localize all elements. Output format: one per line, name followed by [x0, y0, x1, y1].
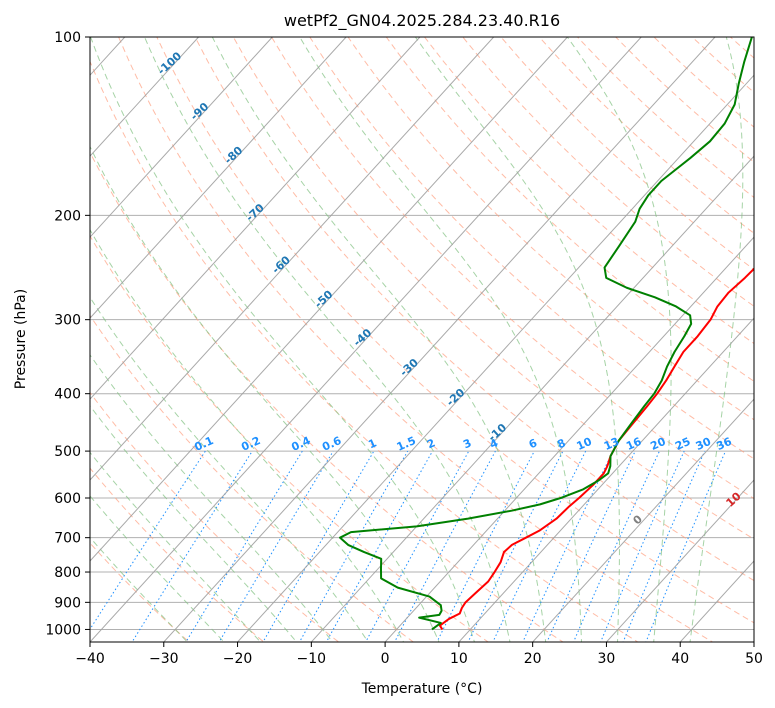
mixing-ratio-label: 20: [648, 435, 668, 453]
moist-adiabat: [90, 354, 334, 642]
mixing-ratio-line: [218, 450, 334, 642]
mixing-ratio-label: 13: [602, 435, 621, 453]
x-axis-title: Temperature (°C): [361, 681, 483, 697]
dry-adiabat: [424, 37, 754, 345]
mixing-ratio-label: 16: [624, 435, 644, 453]
y-tick-label: 300: [54, 313, 81, 329]
mixing-ratio-label: 25: [673, 435, 692, 453]
plot-frame: [89, 36, 755, 643]
x-tick-label: 30: [598, 651, 616, 667]
isotherm: [90, 37, 199, 157]
profile-lines: [338, 37, 754, 631]
dry-adiabat: [90, 542, 190, 642]
mixing-ratio-line: [394, 450, 496, 642]
dry-adiabat: [769, 37, 775, 654]
dry-adiabat: [194, 37, 754, 582]
dry-adiabat: [90, 391, 340, 642]
y-tick-label: 700: [54, 531, 81, 547]
x-tick-label: −10: [297, 651, 327, 667]
moist-adiabat: [566, 37, 672, 642]
x-tick-label: −30: [149, 651, 179, 667]
isotherm: [90, 37, 347, 319]
moist-adiabat: [689, 37, 744, 642]
moist-adiabat: [90, 451, 262, 642]
dry-adiabat: [90, 234, 490, 642]
y-tick-label: 500: [54, 444, 81, 460]
isotherm: [90, 37, 568, 562]
moist-adiabat: [211, 37, 547, 642]
mixing-ratio-label: 30: [694, 435, 714, 453]
dry-adiabat: [232, 37, 754, 540]
isotherm: [384, 236, 754, 642]
y-tick-label: 200: [54, 208, 81, 224]
mixing-ratio-line: [262, 450, 375, 642]
moist-adiabat: [90, 495, 225, 642]
isotherm: [90, 37, 642, 642]
isotherm: [310, 155, 754, 642]
x-tick-label: 20: [524, 651, 542, 667]
dry-adiabat: [90, 60, 639, 642]
isotherm: [605, 479, 754, 642]
isotherm: [90, 37, 495, 481]
mixing-ratio-line: [622, 450, 706, 642]
isotherm: [458, 317, 754, 642]
chart-title: wetPf2_GN04.2025.284.23.40.R16: [284, 11, 560, 31]
axis-ticks: −40 −30 −20 −10 0 10 20 30 40 50 100 200 300 400 500 60…: [45, 30, 763, 667]
mixing-ratio-label: 36: [714, 435, 734, 453]
x-tick-label: −40: [75, 651, 105, 667]
temperature-line: [438, 267, 754, 630]
dry-adiabat: [347, 37, 754, 421]
moist-adiabat: [414, 37, 620, 642]
y-tick-label: 1000: [45, 622, 81, 638]
y-tick-label: 100: [54, 30, 81, 46]
isotherm: [236, 74, 754, 642]
mixing-ratio-line: [325, 450, 433, 642]
y-axis-title: Pressure (hPa): [13, 289, 29, 389]
moist-adiabat: [144, 37, 511, 642]
background-lines: [90, 37, 775, 654]
mixing-ratio-line: [185, 450, 303, 642]
mixing-ratio-line: [90, 450, 206, 631]
dry-adiabat: [271, 37, 754, 500]
isotherm: [90, 37, 273, 238]
dry-adiabat: [309, 37, 754, 460]
x-tick-label: 0: [381, 651, 390, 667]
dewpoint-line: [338, 37, 753, 631]
x-tick-label: 50: [745, 651, 763, 667]
moist-adiabat: [90, 296, 369, 642]
mixing-ratio-line: [645, 450, 726, 642]
x-tick-label: −20: [223, 651, 253, 667]
moist-label: 20: [758, 525, 775, 545]
mixing-ratio-line: [298, 450, 409, 642]
dry-adiabat: [118, 37, 714, 642]
y-tick-label: 800: [54, 565, 81, 581]
moist-adiabat: [299, 37, 583, 642]
y-tick-label: 900: [54, 595, 81, 611]
isotherm: [163, 37, 716, 642]
x-tick-label: 40: [671, 651, 689, 667]
mixing-ratio-line: [131, 450, 253, 642]
mixing-ratio-line: [572, 450, 660, 642]
x-tick-label: 10: [450, 651, 468, 667]
dry-adiabat: [90, 467, 265, 642]
y-tick-label: 400: [54, 387, 81, 403]
y-tick-label: 600: [54, 491, 81, 507]
isotherm: [90, 37, 421, 400]
mixing-ratio-line: [600, 450, 685, 642]
dry-adiabat: [90, 314, 415, 642]
mixing-ratio-label: 10: [575, 435, 595, 453]
moist-adiabat: [90, 145, 440, 642]
moist-adiabat: [90, 228, 405, 642]
isotherm: [531, 398, 754, 642]
moist-adiabat: [90, 405, 298, 642]
dry-adiabat: [90, 151, 564, 642]
